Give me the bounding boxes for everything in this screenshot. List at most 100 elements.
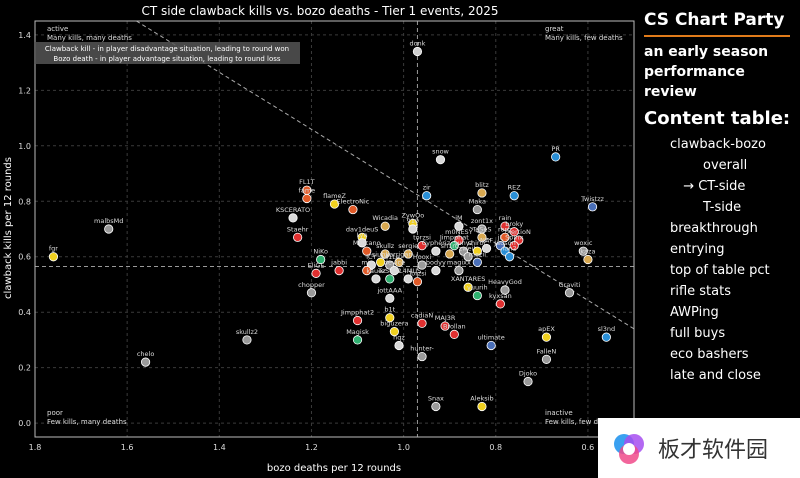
point-marker	[583, 254, 593, 265]
point-label: Brollan	[443, 322, 466, 330]
brand-underline	[644, 35, 790, 37]
point-marker	[523, 376, 533, 387]
data-point: apEX	[538, 325, 555, 342]
point-label: TeSeS	[471, 225, 491, 233]
point-label: ultimate	[478, 333, 505, 341]
data-point: fame	[299, 186, 315, 204]
data-point: siuhy	[372, 250, 389, 267]
toc-item[interactable]: → CT-side	[683, 179, 746, 194]
x-tick-label: 0.8	[489, 443, 502, 452]
point-label: chelo	[137, 350, 154, 358]
point-label: jottAAA	[376, 286, 402, 294]
point-label: malbsMd	[94, 217, 123, 225]
point-marker	[551, 152, 561, 162]
point-marker	[417, 351, 427, 362]
chart-title: CT side clawback kills vs. bozo deaths -…	[141, 4, 498, 18]
data-point: mezii	[469, 250, 486, 267]
point-marker	[541, 332, 552, 342]
x-axis-label: bozo deaths per 12 rounds	[267, 463, 401, 474]
data-point: Jimpphat	[439, 234, 469, 251]
toc-item[interactable]: entrying	[670, 242, 725, 257]
data-point: lan2	[503, 245, 517, 262]
point-label: FalleN	[537, 347, 557, 355]
data-point: sl3nd	[598, 325, 615, 342]
point-marker	[500, 232, 510, 242]
toc-item[interactable]: clawback-bozo	[670, 137, 766, 152]
data-point: hunter-	[410, 345, 434, 362]
toc-item[interactable]: late and close	[670, 368, 761, 383]
point-marker	[440, 321, 450, 331]
data-point: FL4MUS	[395, 267, 421, 284]
data-point: magixx	[447, 259, 471, 276]
data-point: mir	[361, 259, 372, 276]
point-label: TeSeS2	[377, 267, 401, 275]
toc-item[interactable]: T-side	[703, 200, 742, 215]
toc-item[interactable]: rifle stats	[670, 284, 731, 299]
data-point: MAJ3R	[435, 314, 456, 331]
point-label: Mercano	[353, 239, 381, 247]
point-label: Cypheriz	[422, 239, 451, 247]
point-marker	[449, 329, 459, 339]
point-label: fgr	[49, 245, 58, 253]
point-label: apEX	[538, 325, 555, 333]
point-label: Aleksib	[470, 394, 493, 402]
point-marker	[104, 224, 114, 234]
point-label: PR	[551, 145, 560, 153]
point-label: device	[384, 259, 405, 267]
point-label: Djoko	[519, 370, 537, 378]
y-tick-label: 1.4	[18, 31, 31, 40]
point-label: rain	[499, 214, 512, 222]
data-point: EliGE	[308, 261, 325, 278]
point-label: zont1x	[471, 217, 493, 225]
point-marker	[417, 260, 427, 270]
point-label: sh1ro	[441, 242, 459, 250]
point-marker	[463, 252, 473, 262]
point-marker	[454, 221, 464, 231]
data-point: Spinx	[505, 234, 523, 251]
data-point: TeSeS	[471, 225, 492, 242]
quadrant-desc-bottom-right: Few kills, few deaths	[545, 418, 618, 426]
point-marker	[454, 265, 464, 276]
reference-lines	[35, 20, 635, 437]
data-point: skullz	[376, 242, 395, 259]
point-label: broky	[505, 220, 523, 228]
point-marker	[362, 265, 372, 276]
point-label: kaza	[580, 248, 595, 256]
data-point: Snax	[428, 394, 444, 412]
point-label: 910	[407, 217, 419, 225]
point-marker	[504, 252, 515, 262]
data-point: kauez	[366, 267, 386, 284]
toc-item[interactable]: AWPing	[670, 305, 719, 320]
point-marker	[389, 327, 399, 337]
data-point: Jimpphat2	[340, 309, 374, 326]
data-point: REZ	[508, 184, 522, 201]
toc-item[interactable]: top of table pct	[670, 263, 770, 278]
data-point: XANTARES	[451, 275, 485, 292]
point-marker	[601, 332, 611, 342]
point-marker	[541, 354, 552, 364]
toc-item[interactable]: eco bashers	[670, 347, 749, 362]
y-tick-label: 0.6	[18, 253, 31, 262]
data-point: bodyy	[426, 259, 446, 276]
data-point: 910	[407, 217, 419, 234]
toc-item[interactable]: full buys	[670, 326, 726, 341]
data-point: sh1ro	[441, 242, 459, 259]
point-label: REZ	[508, 184, 522, 192]
brand-title: CS Chart Party	[644, 10, 785, 30]
point-label: flameZ	[323, 192, 346, 200]
data-point: jabbi	[330, 259, 347, 276]
toc-item[interactable]: breakthrough	[670, 221, 758, 236]
data-point: woxic	[574, 239, 593, 256]
point-label: Staehr	[287, 225, 309, 233]
point-label: Snax	[428, 394, 444, 402]
point-label: bodyy	[426, 259, 446, 267]
point-marker	[408, 224, 418, 234]
point-marker	[311, 268, 321, 278]
point-marker	[435, 155, 446, 165]
table-of-contents: clawback-bozo overall → CT-side T-side break…	[637, 134, 800, 386]
point-marker	[352, 335, 363, 345]
legend-box: Clawback kill - in player disadvantage s…	[34, 42, 300, 64]
point-marker	[385, 313, 395, 323]
point-marker	[352, 315, 363, 326]
toc-item[interactable]: overall	[703, 158, 748, 173]
